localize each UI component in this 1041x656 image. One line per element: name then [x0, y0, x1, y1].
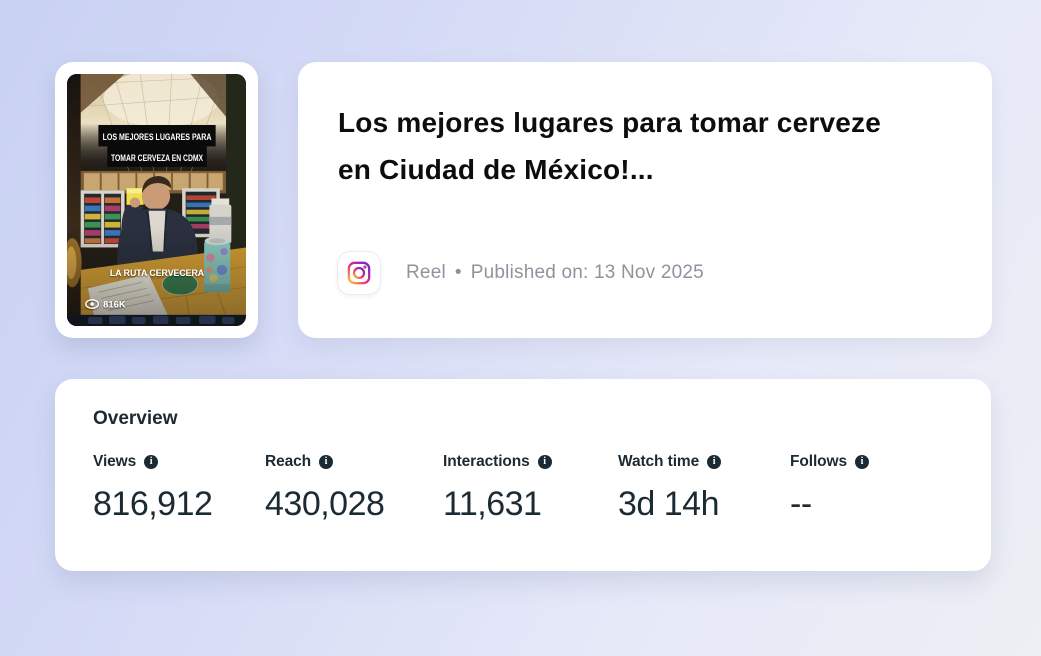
metric-follows: Follows i -- — [790, 453, 869, 524]
thumbnail-view-count: 816K — [85, 299, 126, 310]
reel-thumbnail-card[interactable]: LOS MEJORES LUGARES PARA TOMAR CERVEZA E… — [55, 62, 258, 338]
metrics-row: Views i 816,912 Reach i 430,028 Interact… — [93, 453, 869, 524]
metric-interactions-value: 11,631 — [443, 485, 542, 523]
post-meta: Reel • Published on: 13 Nov 2025 — [406, 262, 704, 284]
cardboard-boxes — [83, 172, 224, 191]
eye-icon — [85, 299, 100, 310]
metric-follows-label: Follows — [790, 453, 847, 470]
info-icon[interactable]: i — [537, 455, 552, 469]
thumbnail-caption: LA RUTA CERVECERA — [110, 268, 205, 278]
metric-views-label: Views — [93, 453, 137, 470]
post-title-line2: en Ciudad de México!... — [338, 154, 654, 185]
info-icon[interactable]: i — [707, 455, 722, 469]
vignette — [67, 227, 246, 315]
post-details-card: Los mejores lugares para tomar cerveze e… — [298, 62, 992, 338]
metric-watch-time-label: Watch time — [618, 453, 700, 470]
meta-separator: • — [454, 262, 462, 283]
post-title-line1: Los mejores lugares para tomar cerveze — [338, 107, 881, 138]
overview-heading: Overview — [93, 408, 178, 429]
ceiling-corner-right — [190, 74, 227, 117]
ceiling-corner-left — [80, 74, 125, 113]
metric-views: Views i 816,912 — [93, 453, 265, 524]
metric-interactions-label: Interactions — [443, 453, 530, 470]
view-count-label: 816K — [103, 300, 126, 310]
reel-thumbnail-image: LOS MEJORES LUGARES PARA TOMAR CERVEZA E… — [67, 74, 246, 326]
metric-watch-time: Watch time i 3d 14h — [618, 453, 790, 524]
publisher-row: Reel • Published on: 13 Nov 2025 — [338, 252, 704, 294]
instagram-icon — [338, 252, 380, 294]
metric-follows-value: -- — [790, 485, 812, 523]
info-icon[interactable]: i — [855, 455, 869, 469]
metric-reach-value: 430,028 — [265, 485, 385, 523]
metric-reach: Reach i 430,028 — [265, 453, 443, 524]
metric-watch-time-value: 3d 14h — [618, 485, 720, 523]
overlay-line2: TOMAR CERVEZA EN CDMX — [111, 153, 204, 163]
metric-interactions: Interactions i 11,631 — [443, 453, 618, 524]
metric-views-value: 816,912 — [93, 485, 213, 523]
reel-thumbnail[interactable]: LOS MEJORES LUGARES PARA TOMAR CERVEZA E… — [67, 74, 246, 326]
post-type: Reel — [406, 262, 446, 283]
ceiling-highlight — [103, 74, 219, 128]
post-title: Los mejores lugares para tomar cerveze e… — [338, 99, 958, 193]
info-icon[interactable]: i — [144, 455, 159, 469]
published-date: Published on: 13 Nov 2025 — [470, 262, 704, 283]
overlay-line1: LOS MEJORES LUGARES PARA — [103, 132, 212, 142]
bottom-band — [67, 314, 246, 326]
overview-card: Overview Views i 816,912 Reach i 430,028… — [55, 379, 991, 571]
metric-reach-label: Reach — [265, 453, 312, 470]
thumbnail-title-overlay: LOS MEJORES LUGARES PARA TOMAR CERVEZA E… — [98, 125, 216, 167]
info-icon[interactable]: i — [319, 455, 334, 469]
instagram-glyph — [347, 261, 371, 285]
